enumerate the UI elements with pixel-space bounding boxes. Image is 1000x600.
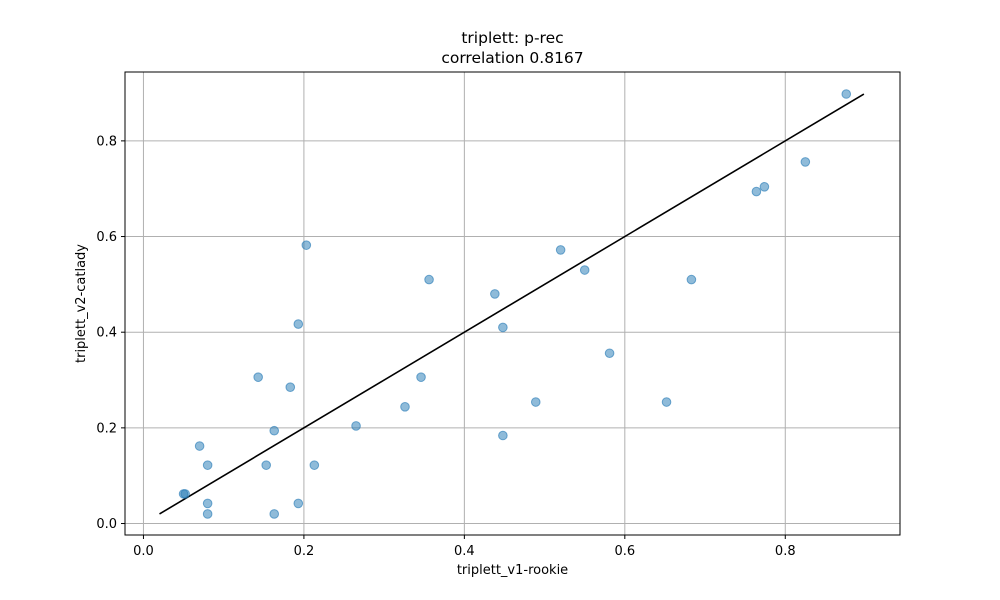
- scatter-point: [604, 348, 615, 359]
- reference-line-layer: [159, 93, 865, 515]
- x-axis-ticks: 0.0 0.2 0.4 0.6 0.8: [133, 535, 796, 559]
- x-tick-label: 0.2: [294, 544, 315, 559]
- scatter-point: [293, 319, 304, 329]
- scatter-point: [416, 372, 426, 382]
- scatter-point: [424, 274, 434, 285]
- scatter-point: [841, 89, 852, 99]
- scatter-point: [400, 402, 410, 412]
- scatter-point: [293, 498, 304, 509]
- scatter-point: [498, 322, 508, 333]
- scatter-points: [178, 89, 852, 519]
- x-tick-label: 0.0: [133, 544, 154, 559]
- scatter-point: [555, 245, 566, 255]
- scatter-point: [759, 181, 770, 192]
- scatter-point: [301, 240, 312, 250]
- scatter-point: [661, 397, 672, 407]
- x-axis-label: triplett_v1-rookie: [457, 563, 568, 578]
- scatter-point: [351, 421, 361, 431]
- chart-title: triplett: p-rec: [461, 29, 563, 47]
- y-tick-label: 0.0: [96, 517, 117, 532]
- y-tick-label: 0.4: [96, 326, 117, 341]
- scatter-point: [194, 441, 205, 451]
- grid-lines: [125, 72, 900, 535]
- scatter-point: [202, 498, 213, 509]
- y-tick-label: 0.2: [96, 421, 117, 436]
- y-tick-label: 0.8: [96, 134, 117, 149]
- x-tick-label: 0.6: [614, 544, 635, 559]
- scatter-point: [498, 430, 508, 441]
- scatter-point: [490, 289, 500, 299]
- scatter-point: [269, 425, 280, 436]
- scatter-point: [202, 460, 213, 470]
- plot-area-frame: [124, 71, 901, 536]
- x-tick-label: 0.8: [775, 544, 796, 559]
- scatter-point: [579, 265, 590, 275]
- reference-line: [159, 93, 865, 515]
- scatter-point: [751, 186, 762, 197]
- x-tick-label: 0.4: [454, 544, 475, 559]
- scatter-point: [180, 489, 190, 499]
- scatter-point: [261, 460, 272, 470]
- scatter-point: [285, 382, 296, 393]
- y-axis-label: triplett_v2-catlady: [74, 244, 89, 363]
- y-axis-ticks: 0.0 0.2 0.4 0.6 0.8: [96, 134, 125, 532]
- scatter-point: [686, 274, 697, 285]
- scatter-point: [253, 372, 263, 382]
- scatter-point: [309, 460, 320, 470]
- scatter-point: [530, 397, 541, 407]
- y-tick-label: 0.6: [96, 230, 117, 245]
- scatter-point: [202, 509, 213, 519]
- chart-subtitle: correlation 0.8167: [441, 49, 583, 67]
- scatter-point: [269, 509, 280, 519]
- scatter-point: [800, 157, 811, 167]
